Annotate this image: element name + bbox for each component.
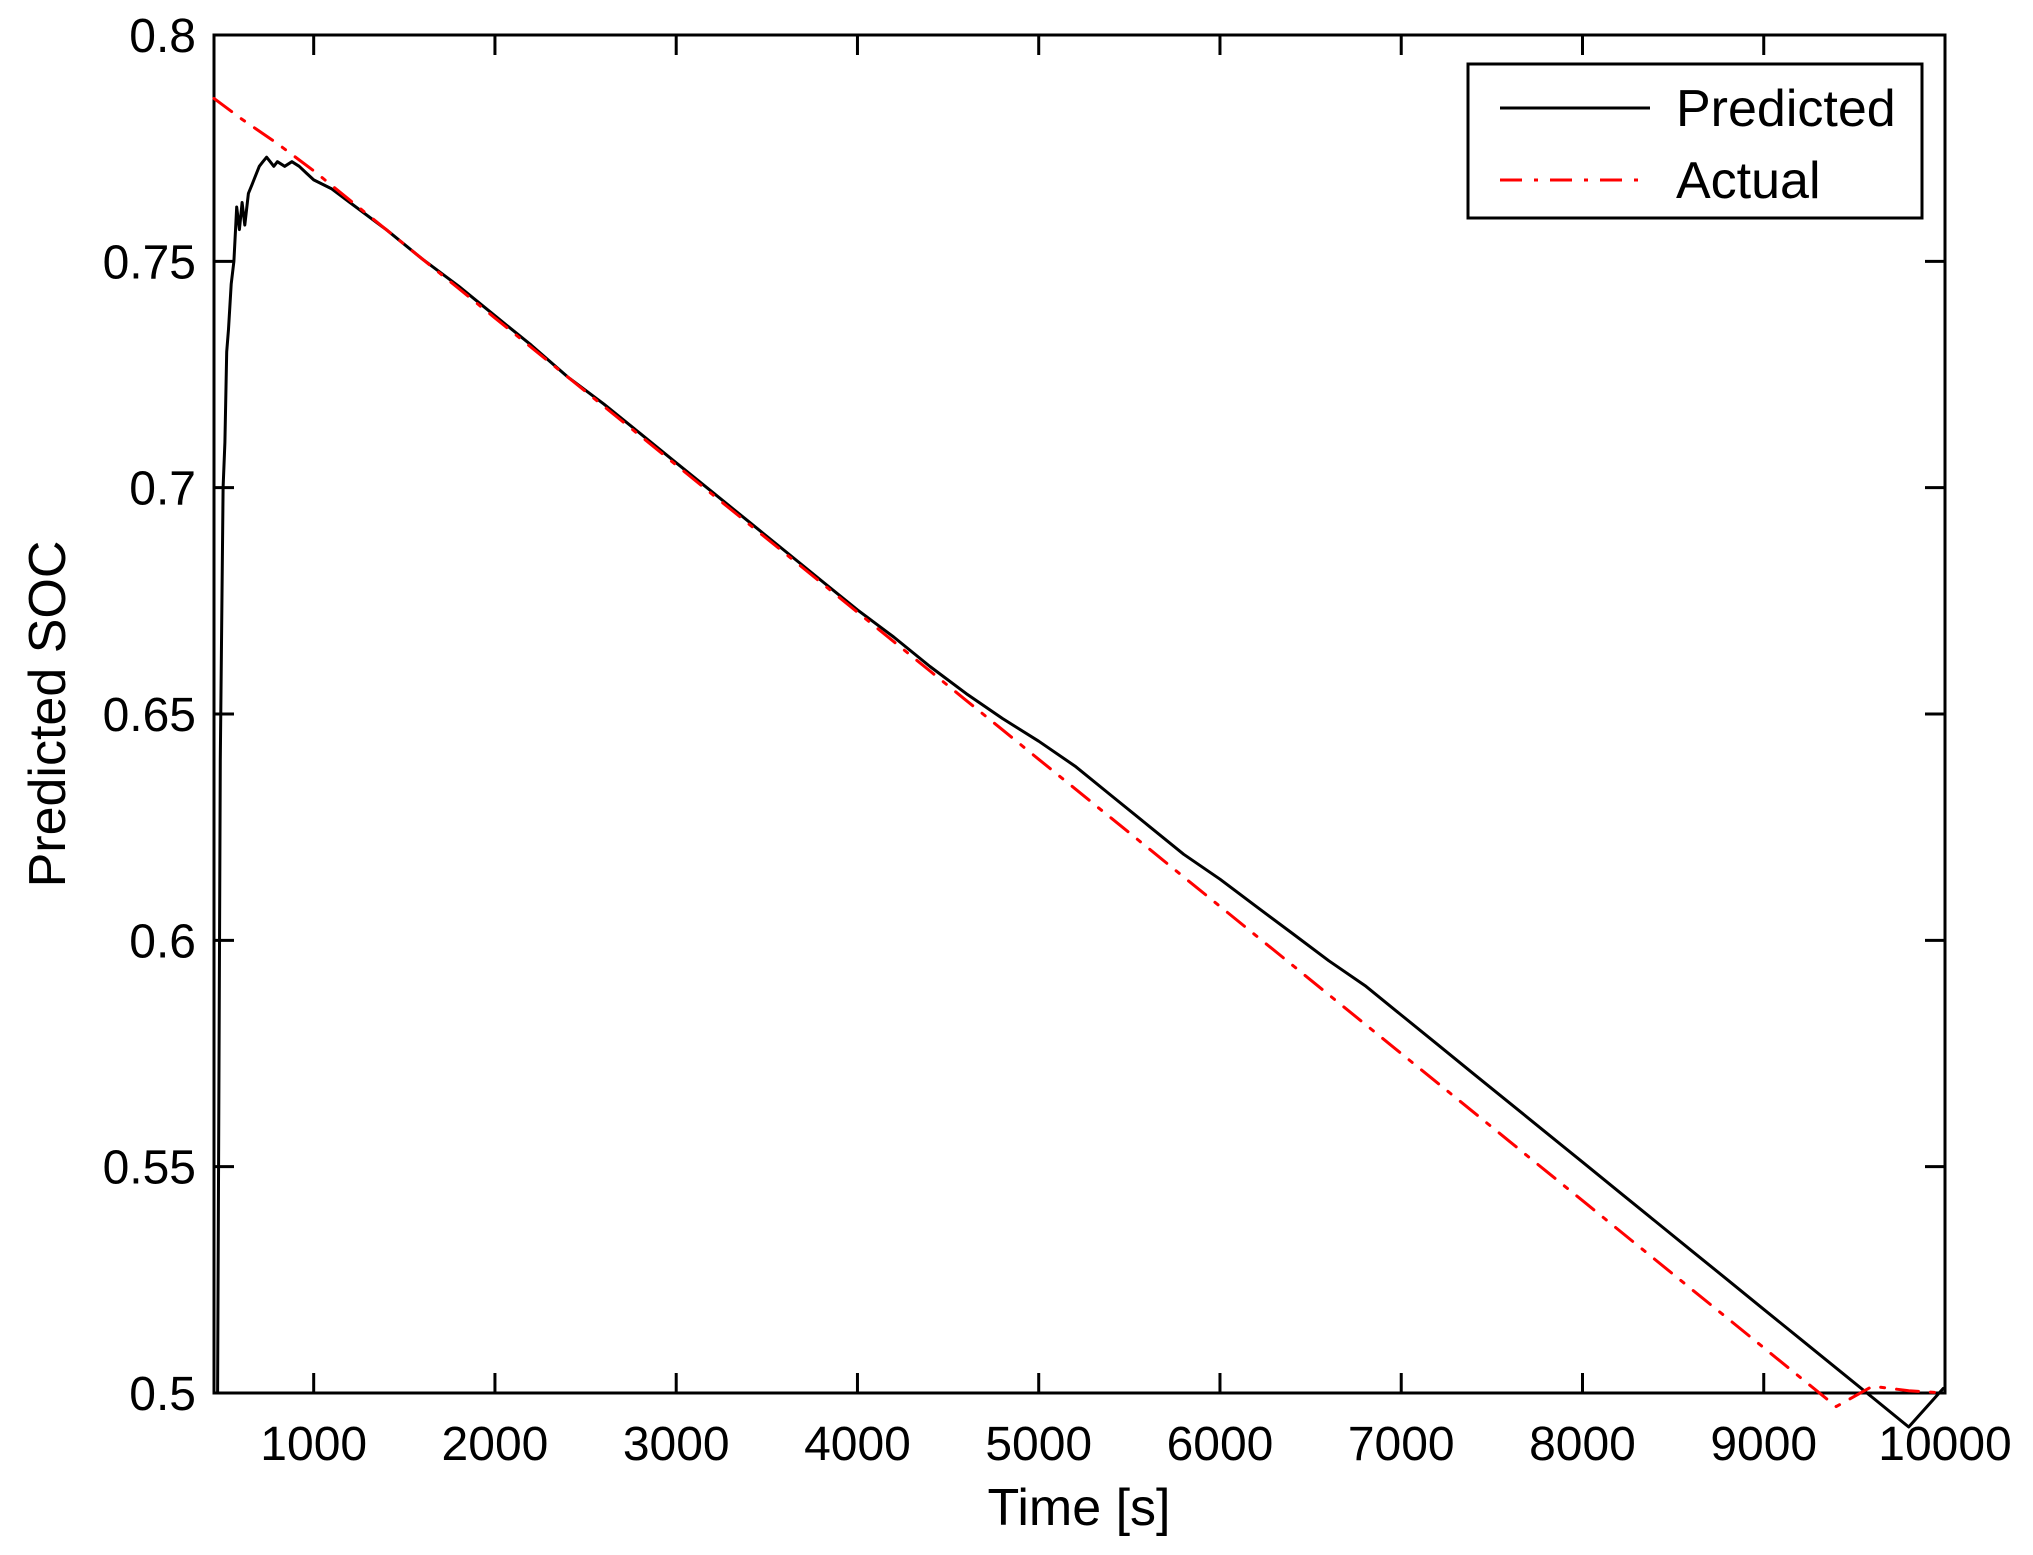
y-tick-label: 0.6 xyxy=(129,915,196,968)
y-axis-label: Predicted SOC xyxy=(19,541,77,888)
x-axis-label: Time [s] xyxy=(988,1479,1171,1537)
y-tick-label: 0.65 xyxy=(103,689,196,742)
y-tick-label: 0.8 xyxy=(129,10,196,63)
x-tick-label: 3000 xyxy=(623,1418,730,1471)
y-tick-label: 0.75 xyxy=(103,236,196,289)
predicted-legend-label: Predicted xyxy=(1676,80,1896,138)
x-tick-label: 8000 xyxy=(1529,1418,1636,1471)
y-tick-label: 0.5 xyxy=(129,1368,196,1421)
actual-series-line xyxy=(212,96,1945,1409)
series-layer xyxy=(212,96,1945,1429)
plot-background xyxy=(214,35,1945,1393)
y-tick-label: 0.55 xyxy=(103,1142,196,1195)
x-tick-label: 10000 xyxy=(1878,1418,2011,1471)
x-tick-label: 6000 xyxy=(1167,1418,1274,1471)
x-tick-label: 9000 xyxy=(1710,1418,1817,1471)
axes-layer: 1000 2000 3000 4000 5000 6000 7000 8000 9000 1000… xyxy=(103,10,2012,1471)
x-tick-label: 5000 xyxy=(985,1418,1092,1471)
x-tick-label: 2000 xyxy=(442,1418,549,1471)
x-tick-label: 4000 xyxy=(804,1418,911,1471)
y-tick-label: 0.7 xyxy=(129,463,196,516)
x-tick-label: 7000 xyxy=(1348,1418,1455,1471)
actual-legend-label: Actual xyxy=(1676,152,1821,210)
predicted-series-line xyxy=(216,155,1945,1429)
x-tick-label: 1000 xyxy=(260,1418,367,1471)
legend: Predicted Actual xyxy=(1466,62,1924,220)
legend-box xyxy=(1466,62,1924,220)
